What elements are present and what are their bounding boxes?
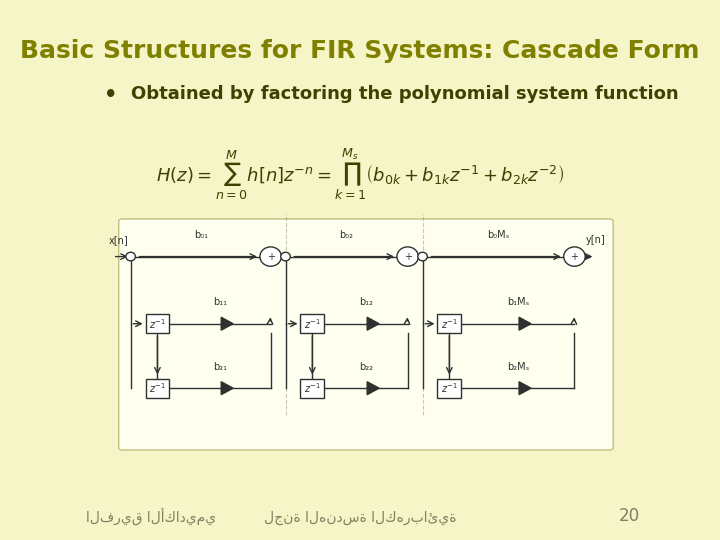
Text: y[n]: y[n] — [585, 235, 606, 246]
Text: b₁₂: b₁₂ — [359, 297, 373, 307]
Text: لجنة الهندسة الكهربائية: لجنة الهندسة الكهربائية — [264, 511, 456, 525]
Text: b₀Mₛ: b₀Mₛ — [487, 230, 510, 240]
Text: $z^{-1}$: $z^{-1}$ — [441, 381, 458, 395]
Polygon shape — [367, 382, 379, 395]
Polygon shape — [519, 318, 531, 330]
Circle shape — [418, 252, 427, 261]
Text: b₂Mₛ: b₂Mₛ — [507, 362, 529, 372]
Polygon shape — [519, 382, 531, 395]
Text: Obtained by factoring the polynomial system function: Obtained by factoring the polynomial sys… — [130, 85, 678, 103]
Polygon shape — [221, 318, 233, 330]
Circle shape — [126, 252, 135, 261]
Text: x[n]: x[n] — [109, 235, 129, 246]
FancyBboxPatch shape — [145, 379, 169, 397]
Circle shape — [260, 247, 282, 266]
FancyBboxPatch shape — [300, 379, 324, 397]
FancyBboxPatch shape — [119, 219, 613, 450]
Text: $z^{-1}$: $z^{-1}$ — [149, 317, 166, 330]
Text: •: • — [104, 85, 117, 105]
Text: b₂₁: b₂₁ — [213, 362, 227, 372]
Text: b₀₂: b₀₂ — [340, 230, 354, 240]
FancyBboxPatch shape — [300, 314, 324, 333]
Text: الفريق الأكاديمي: الفريق الأكاديمي — [86, 508, 216, 525]
Polygon shape — [221, 382, 233, 395]
FancyBboxPatch shape — [145, 314, 169, 333]
Text: 20: 20 — [619, 507, 640, 525]
Text: b₁Mₛ: b₁Mₛ — [507, 297, 529, 307]
Text: $z^{-1}$: $z^{-1}$ — [304, 381, 321, 395]
Polygon shape — [367, 318, 379, 330]
Text: $H(z) = \sum_{n=0}^{M} h[n]z^{-n} = \prod_{k=1}^{M_s}\left(b_{0k} + b_{1k}z^{-1}: $H(z) = \sum_{n=0}^{M} h[n]z^{-n} = \pro… — [156, 146, 564, 202]
Text: $z^{-1}$: $z^{-1}$ — [304, 317, 321, 330]
Circle shape — [564, 247, 585, 266]
Text: b₁₁: b₁₁ — [213, 297, 227, 307]
Text: +: + — [570, 252, 578, 261]
Text: b₂₂: b₂₂ — [359, 362, 373, 372]
Text: $z^{-1}$: $z^{-1}$ — [149, 381, 166, 395]
Circle shape — [397, 247, 418, 266]
Circle shape — [281, 252, 290, 261]
FancyBboxPatch shape — [438, 379, 462, 397]
Text: +: + — [266, 252, 274, 261]
Text: $z^{-1}$: $z^{-1}$ — [441, 317, 458, 330]
Text: +: + — [404, 252, 412, 261]
FancyBboxPatch shape — [438, 314, 462, 333]
Text: b₀₁: b₀₁ — [194, 230, 207, 240]
Text: Basic Structures for FIR Systems: Cascade Form: Basic Structures for FIR Systems: Cascad… — [20, 39, 700, 63]
